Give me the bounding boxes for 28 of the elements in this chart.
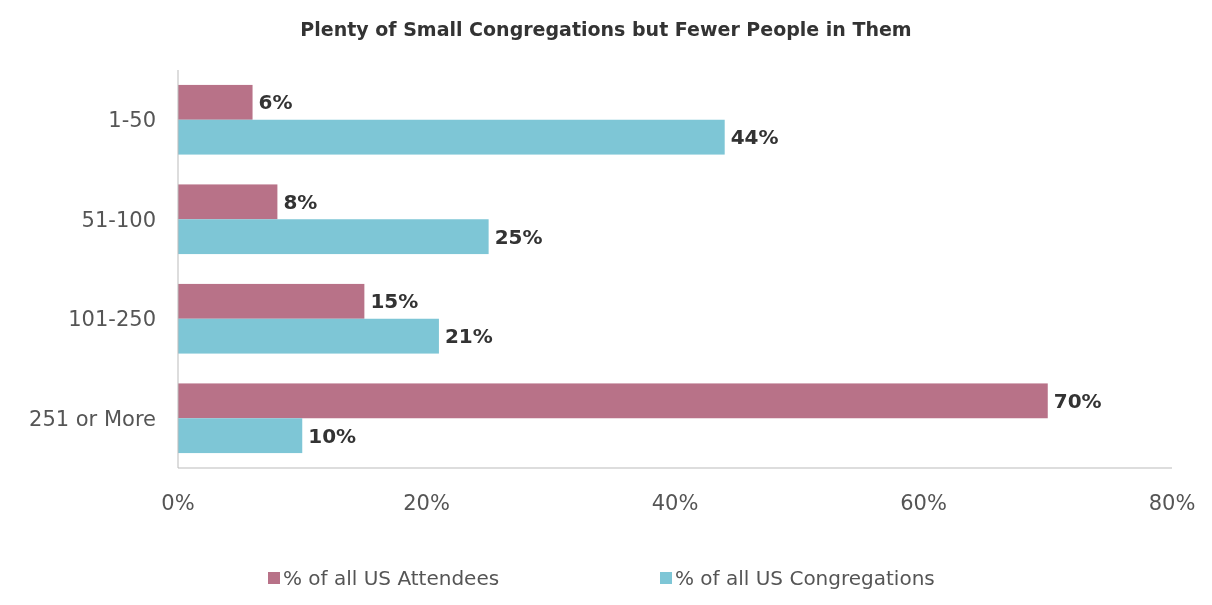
bar [178,383,1048,419]
data-label: 70% [1053,388,1102,413]
legend-label: % of all US Congregations [675,566,935,590]
data-label: 6% [258,90,293,115]
bar [178,219,489,255]
x-tick-label: 0% [161,491,195,515]
bar [178,318,439,354]
y-tick-label: 51-100 [81,207,156,232]
x-tick-label: 80% [1148,491,1196,515]
data-label: 10% [308,423,357,448]
x-tick-label: 20% [403,491,450,515]
x-tick-label: 40% [651,491,699,515]
data-label: 15% [370,289,419,314]
data-label: 25% [494,224,543,249]
x-tick-label: 60% [900,491,947,515]
bar [178,283,365,319]
legend-label: % of all US Attendees [283,566,500,590]
y-tick-label: 251 or More [29,406,156,431]
data-label: 8% [283,189,318,214]
bar [178,184,278,220]
y-tick-label: 101-250 [68,307,156,332]
chart-title: Plenty of Small Congregations but Fewer People in Them [300,18,912,40]
y-tick-label: 1-50 [108,108,156,133]
data-label: 21% [444,324,493,349]
bar [178,119,725,155]
bar [178,84,253,120]
bar [178,418,303,454]
data-label: 44% [730,125,779,150]
